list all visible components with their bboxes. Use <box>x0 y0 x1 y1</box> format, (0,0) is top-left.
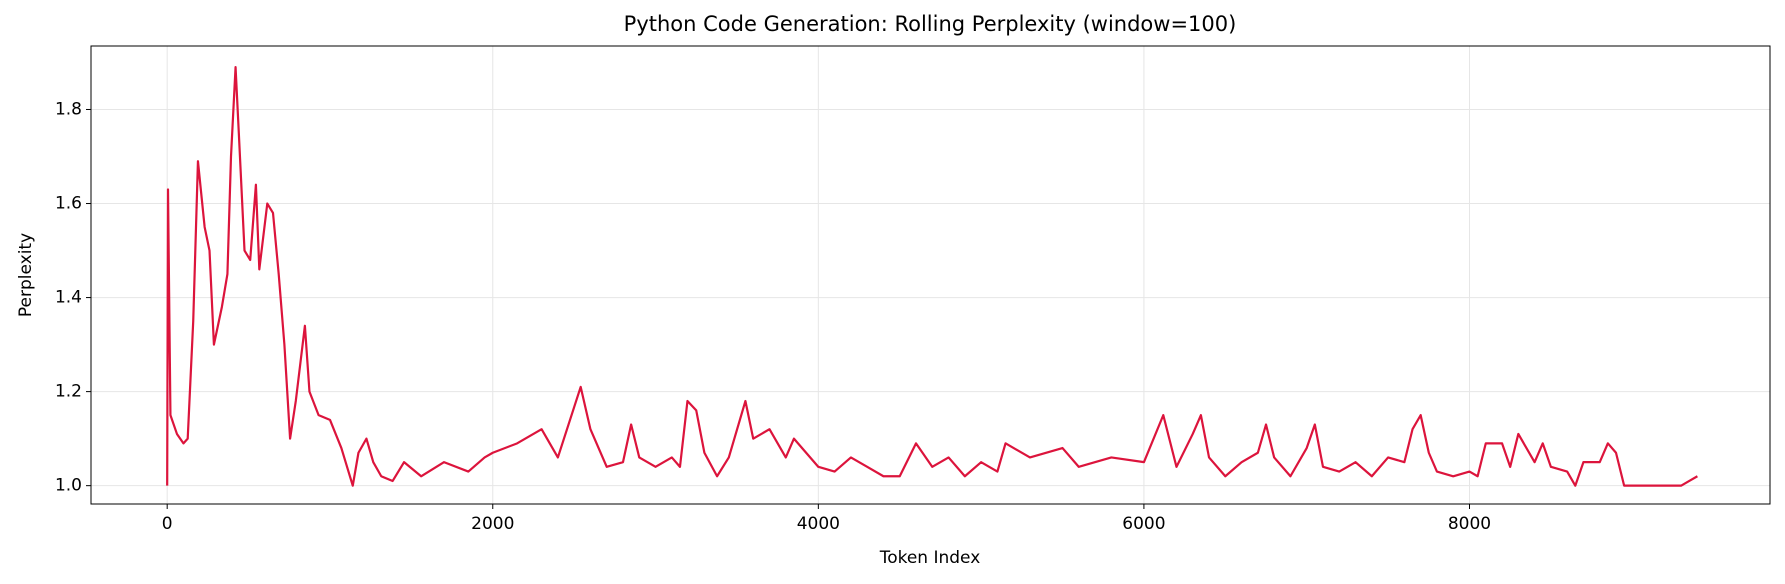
plot-frame <box>90 45 1771 505</box>
y-tick-label: 1.8 <box>55 99 82 119</box>
x-tick-label: 6000 <box>1122 514 1165 534</box>
x-axis-label: Token Index <box>879 548 981 568</box>
y-axis-label: Perplexity <box>16 233 36 317</box>
data-line <box>166 66 1698 487</box>
x-tick-label: 4000 <box>797 514 840 534</box>
y-tick-label: 1.2 <box>55 382 82 402</box>
y-tick-label: 1.6 <box>55 194 82 214</box>
x-tick-label: 0 <box>162 514 173 534</box>
x-tick-label: 2000 <box>471 514 514 534</box>
chart-title: Python Code Generation: Rolling Perplexi… <box>624 12 1237 36</box>
y-tick-label: 1.4 <box>55 288 82 308</box>
y-tick-label: 1.0 <box>55 476 82 496</box>
x-tick-label: 8000 <box>1448 514 1491 534</box>
